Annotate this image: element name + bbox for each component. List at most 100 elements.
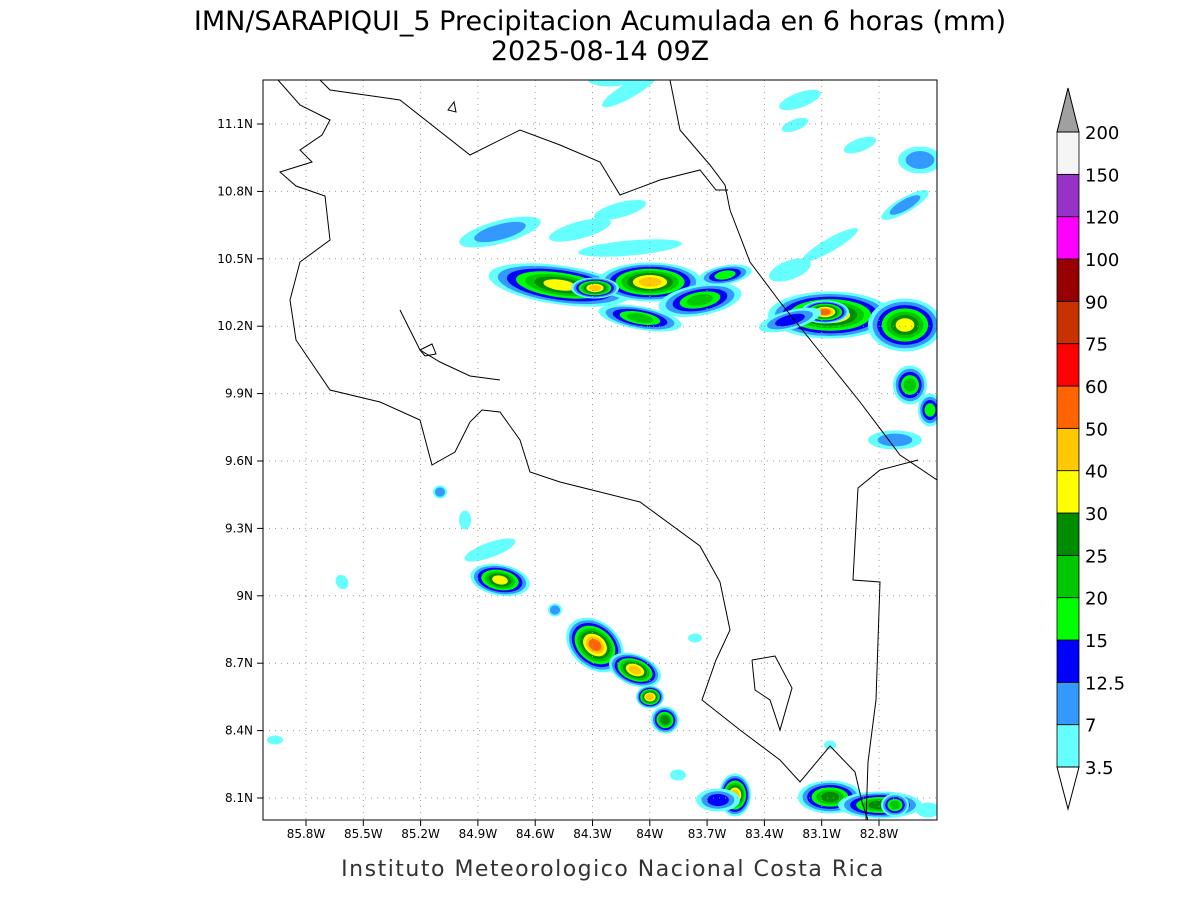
colorbar-label: 100 — [1085, 250, 1119, 271]
precip-contour — [335, 574, 349, 590]
precip-contour — [779, 89, 821, 111]
precip-contour — [905, 151, 935, 169]
coastlines — [277, 80, 937, 820]
precip-contour — [459, 510, 471, 530]
colorbar-label: 150 — [1085, 165, 1119, 186]
precip-contour — [769, 258, 811, 282]
precip-contour — [877, 433, 913, 447]
y-tick-label: 10.8N — [217, 184, 253, 198]
colorbar-label: 3.5 — [1085, 758, 1114, 779]
title: IMN/SARAPIQUI_5 Precipitacion Acumulada … — [194, 6, 1006, 37]
y-tick-label: 10.2N — [217, 319, 253, 333]
nicaragua-border — [319, 80, 728, 196]
nicoya-gulf — [399, 309, 501, 381]
colorbar-label: 60 — [1085, 377, 1108, 398]
y-tick-label: 9.9N — [225, 387, 253, 401]
precip-contour — [889, 195, 921, 215]
subtitle: 2025-08-14 09Z — [491, 36, 709, 67]
colorbar-swatch — [1056, 470, 1080, 514]
precip-contour — [628, 665, 642, 675]
y-tick-label: 9.3N — [225, 521, 253, 535]
colorbar-label: 7 — [1085, 716, 1096, 737]
y-tick-label: 10.5N — [217, 252, 253, 266]
colorbar-swatch — [1056, 343, 1080, 387]
colorbar-swatch — [1056, 385, 1080, 429]
colorbar-label: 200 — [1085, 123, 1119, 144]
island — [447, 100, 457, 113]
colorbar-label: 12.5 — [1085, 673, 1125, 694]
colorbar-swatch — [1056, 554, 1080, 599]
colorbar-swatch — [1056, 131, 1080, 175]
colorbar-swatch — [1056, 427, 1080, 472]
precip-contour — [660, 715, 670, 725]
precip-contour — [638, 277, 662, 287]
y-tick-label: 9.6N — [225, 454, 253, 468]
precip-contour — [916, 802, 937, 818]
x-tick-label: 84.9W — [459, 827, 498, 841]
pacific-coast — [277, 80, 869, 820]
precip-contour — [588, 284, 602, 292]
colorbar-label: 40 — [1085, 462, 1108, 483]
colorbar-label: 120 — [1085, 208, 1119, 229]
y-tick-label: 11.1N — [217, 117, 253, 131]
precip-contour — [267, 735, 283, 745]
x-tick-label: 84.3W — [573, 827, 612, 841]
colorbar-below — [1056, 766, 1080, 811]
precip-contour — [824, 740, 836, 750]
colorbar-label: 90 — [1085, 292, 1108, 313]
precip-contour — [593, 199, 647, 221]
precip-contour — [549, 605, 561, 615]
precip-contour — [688, 633, 702, 643]
x-tick-label: 83.7W — [688, 827, 727, 841]
precip-contour — [819, 308, 831, 316]
colorbar-label: 50 — [1085, 419, 1108, 440]
precip-contour — [464, 538, 516, 562]
y-tick-label: 9N — [236, 589, 253, 603]
colorbar: 3.5 7 12.5 15 20 25 30 40 50 60 75 90 100 120 150 200 — [1056, 87, 1125, 811]
precip-contour — [781, 117, 809, 133]
precip-contour — [543, 279, 577, 291]
map-frame — [262, 79, 938, 821]
colorbar-label: 30 — [1085, 504, 1108, 525]
colorbar-above — [1056, 87, 1080, 133]
precip-contour — [714, 270, 736, 280]
precip-contour — [707, 794, 729, 806]
grid — [257, 80, 937, 826]
precip-contour — [492, 575, 508, 585]
precip-contour — [434, 487, 446, 497]
colorbar-swatch — [1056, 597, 1080, 641]
x-tick-label: 85.2W — [401, 827, 440, 841]
caribbean-coast — [669, 80, 937, 481]
precip-contour — [549, 218, 611, 242]
precip-contour — [775, 313, 805, 327]
precip-contour — [895, 318, 915, 332]
panama-border — [852, 459, 919, 820]
x-tick-label: 83.4W — [745, 827, 784, 841]
precip-contour — [820, 791, 840, 803]
footer: Instituto Meteorologico Nacional Costa R… — [341, 857, 885, 882]
precip-contour — [924, 403, 936, 417]
precip-contour — [670, 769, 686, 781]
x-tick-label: 83.1W — [802, 827, 841, 841]
colorbar-swatch — [1056, 639, 1080, 683]
colorbar-label: 15 — [1085, 631, 1108, 652]
precip-contour — [588, 80, 632, 87]
precip-contour — [474, 221, 526, 243]
precipitation-field — [267, 80, 937, 819]
y-tick-label: 8.4N — [225, 724, 253, 738]
precip-contour — [903, 378, 917, 392]
precip-contour — [645, 693, 655, 701]
island — [419, 343, 437, 357]
colorbar-swatch — [1056, 173, 1080, 218]
x-tick-label: 85.5W — [344, 827, 383, 841]
colorbar-label: 25 — [1085, 546, 1108, 567]
colorbar-swatch — [1056, 258, 1080, 302]
precip-contour — [588, 639, 602, 651]
colorbar-label: 75 — [1085, 335, 1108, 356]
precip-contour — [843, 136, 877, 154]
precip-contour — [802, 228, 858, 262]
precip-contour — [889, 800, 901, 810]
precip-contour — [578, 239, 682, 257]
osa-peninsula — [751, 655, 793, 732]
